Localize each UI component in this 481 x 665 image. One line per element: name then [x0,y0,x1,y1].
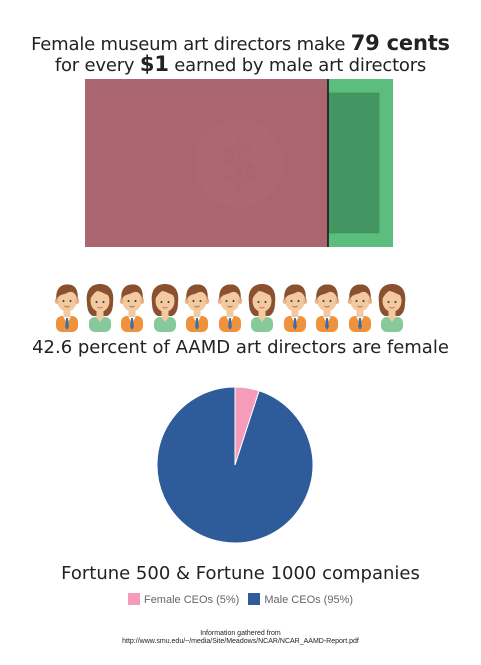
male-person-icon [217,284,243,332]
male-person-icon [184,284,210,332]
female-person-icon [86,284,114,332]
headline-line-2: for every $1 earned by male art director… [0,53,481,77]
source-line-1: Information gathered from [200,630,281,637]
legend-label-male: Male CEOs (95%) [264,594,354,606]
headline-line-1: Female museum art directors make 79 cent… [0,32,481,56]
pie-slice-male-ceos[interactable] [156,386,314,544]
female-person-icon [151,284,179,332]
legend-item-male[interactable]: Male CEOs (95%) [248,593,353,606]
legend-label-female: Female CEOs (5%) [143,594,240,606]
people-row [50,280,430,336]
dollar-bill-graphic: $ [85,79,393,247]
source-note: Information gathered from http://www.smu… [0,630,481,646]
headline-line-1-text: Female museum art directors make [31,34,351,55]
ceo-pie-chart [156,386,314,544]
male-person-icon [54,284,80,332]
legend-swatch-male [248,593,261,605]
legend-item-female[interactable]: Female CEOs (5%) [127,593,240,606]
male-person-icon [282,284,308,332]
headline-line-2-prefix: for every [54,55,140,76]
chart-legend: Female CEOs (5%) Male CEOs (95%) [0,593,481,606]
source-url: http://www.smu.edu/~/media/Site/Meadows/… [122,638,359,645]
headline-line-2-suffix: earned by male art directors [168,55,427,76]
male-person-icon [119,284,145,332]
female-person-icon [248,284,276,332]
headline-line-2-emphasis: $1 [139,52,169,76]
female-percentage-statement: 42.6 percent of AAMD art directors are f… [32,337,449,358]
headline-line-1-emphasis: 79 cents [350,31,450,55]
legend-swatch-female [127,593,140,605]
male-person-icon [347,284,373,332]
male-person-icon [314,284,340,332]
female-pay-overlay [85,79,328,247]
chart-title: Fortune 500 & Fortune 1000 companies [61,563,420,584]
female-person-icon [378,284,406,332]
male-pay-remainder [328,93,379,233]
